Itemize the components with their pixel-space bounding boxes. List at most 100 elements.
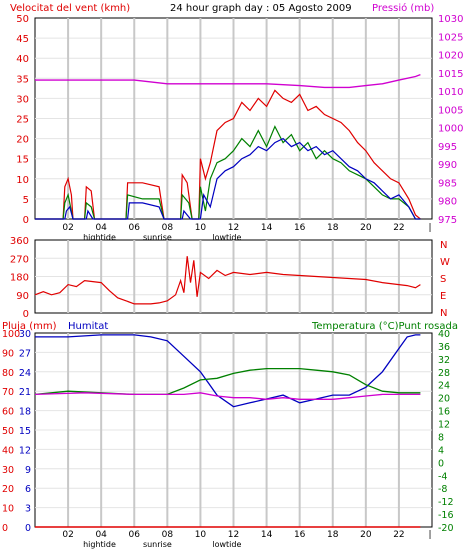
temperature-tick-label: -20 — [438, 523, 454, 534]
humidity-tick-label: 15 — [19, 426, 31, 437]
humidity-panel-hour-label: 18 — [327, 530, 339, 540]
rain-tick-label: 10 — [2, 504, 14, 515]
humidity-panel-event-lowtide: lowtide — [212, 540, 241, 549]
humidity-tick-label: 18 — [19, 407, 31, 418]
pressure-tick-label: 985 — [438, 178, 457, 189]
rain-tick-label: 70 — [2, 387, 14, 398]
humidity-panel-hour-label: 16 — [294, 530, 306, 540]
temperature-axis-title: Temperatura (°C)Punt rosada — [311, 321, 458, 332]
pressure-tick-label: 975 — [438, 215, 457, 226]
wind-panel-hour-label: 20 — [360, 223, 372, 233]
direction-tick-label: 180 — [10, 273, 29, 284]
wind-speed-tick-label: 45 — [16, 34, 29, 45]
rain-tick-label: 50 — [2, 426, 14, 437]
wind-panel-hour-label: 04 — [95, 223, 107, 233]
rain-tick-label: 0 — [2, 523, 8, 534]
temperature-tick-label: 24 — [438, 381, 450, 392]
wind-speed-axis-title: Velocitat del vent (kmh) — [10, 3, 130, 14]
wind-panel-end-tick: | — [428, 223, 431, 233]
day-title: 24 hour graph day : 05 Agosto 2009 — [170, 3, 352, 14]
pressure-tick-label: 1020 — [438, 51, 463, 62]
pressure-axis-title: Pressió (mb) — [372, 2, 434, 14]
temperature-tick-label: -12 — [438, 497, 454, 508]
humidity-tick-label: 21 — [19, 387, 31, 398]
humidity-panel-hour-label: 04 — [95, 530, 107, 540]
wind-panel-event-hightide: hightide — [83, 233, 116, 242]
rain-axis-title: Pluja (mm) — [2, 321, 57, 332]
temperature-tick-label: 4 — [438, 445, 444, 456]
wind-avg-line — [35, 125, 421, 220]
pressure-tick-label: 1015 — [438, 69, 463, 80]
temperature-tick-label: -4 — [438, 471, 447, 482]
pressure-tick-label: 995 — [438, 142, 457, 153]
dewpoint-line — [34, 392, 421, 400]
wind-panel-hour-label: 16 — [294, 223, 306, 233]
wind-speed-tick-label: 15 — [16, 155, 29, 166]
direction-tick-label: 0 — [23, 309, 29, 320]
humidity-tick-label: 6 — [25, 484, 31, 495]
rain-tick-label: 90 — [2, 348, 14, 359]
humidity-tick-label: 24 — [19, 368, 31, 379]
humidity-panel-hour-label: 12 — [228, 530, 239, 540]
wind-direction-line — [34, 256, 421, 305]
wind-panel-hour-label: 10 — [195, 223, 207, 233]
pressure-tick-label: 1005 — [438, 105, 463, 116]
humidity-panel-event-hightide: hightide — [83, 540, 116, 549]
wind-panel-hour-label: 02 — [62, 223, 73, 233]
wind-panel-hour-label: 14 — [261, 223, 273, 233]
wind-panel-hour-label: 06 — [129, 223, 141, 233]
humidity-panel-hour-label: 10 — [195, 530, 207, 540]
compass-letter: E — [440, 291, 446, 302]
pressure-tick-label: 1025 — [438, 32, 463, 43]
wind-panel-hour-label: 12 — [228, 223, 239, 233]
pressure-tick-label: 990 — [438, 160, 457, 171]
humidity-panel-event-sunrise: sunrise — [143, 540, 172, 549]
humidity-line — [35, 334, 421, 408]
direction-tick-label: 90 — [16, 291, 29, 302]
wind-speed-tick-label: 40 — [16, 54, 29, 65]
rain-tick-label: 100 — [2, 329, 20, 340]
temperature-tick-label: -8 — [438, 484, 447, 495]
wind-max-line — [35, 89, 421, 220]
direction-tick-label: 270 — [10, 254, 29, 265]
temperature-tick-label: 0 — [438, 458, 444, 469]
temperature-tick-label: 40 — [438, 329, 450, 340]
rain-tick-label: 20 — [2, 484, 14, 495]
wind-speed-tick-label: 50 — [16, 14, 29, 25]
compass-letter: S — [440, 274, 446, 285]
temperature-tick-label: 16 — [438, 407, 450, 418]
humidity-panel-hour-label: 08 — [162, 530, 174, 540]
humidity-tick-label: 3 — [25, 504, 31, 515]
humidity-tick-label: 0 — [25, 523, 31, 534]
humidity-panel-hour-label: 02 — [62, 530, 73, 540]
wind-gust-avg-line — [35, 137, 421, 220]
pressure-tick-label: 1010 — [438, 87, 463, 98]
pressure-tick-label: 1030 — [438, 14, 463, 25]
temperature-tick-label: 20 — [438, 394, 450, 405]
humidity-tick-label: 30 — [19, 329, 31, 340]
temperature-tick-label: -16 — [438, 510, 454, 521]
wind-panel-hour-label: 18 — [327, 223, 339, 233]
humidity-panel-hour-label: 20 — [360, 530, 372, 540]
pressure-tick-label: 980 — [438, 197, 457, 208]
chart-panels: 0510152025303540455097598098599099510001… — [2, 14, 463, 549]
wind-speed-tick-label: 5 — [23, 195, 29, 206]
wind-panel-event-lowtide: lowtide — [212, 233, 241, 242]
wind-panel-hour-label: 22 — [393, 223, 404, 233]
humidity-panel-hour-label: 22 — [393, 530, 404, 540]
wind-speed-tick-label: 0 — [23, 215, 29, 226]
wind-speed-tick-label: 10 — [16, 175, 29, 186]
compass-letter: N — [440, 308, 447, 319]
compass-letter: W — [440, 257, 450, 268]
wind-speed-tick-label: 35 — [16, 74, 29, 85]
humidity-panel-hour-label: 14 — [261, 530, 273, 540]
wind-speed-tick-label: 25 — [16, 115, 29, 126]
temperature-tick-label: 32 — [438, 355, 450, 366]
humidity-tick-label: 9 — [25, 465, 31, 476]
humidity-axis-title: Humitat — [68, 321, 108, 332]
temperature-tick-label: 8 — [438, 432, 444, 443]
humidity-tick-label: 27 — [19, 348, 31, 359]
wind-panel-hour-label: 08 — [162, 223, 174, 233]
